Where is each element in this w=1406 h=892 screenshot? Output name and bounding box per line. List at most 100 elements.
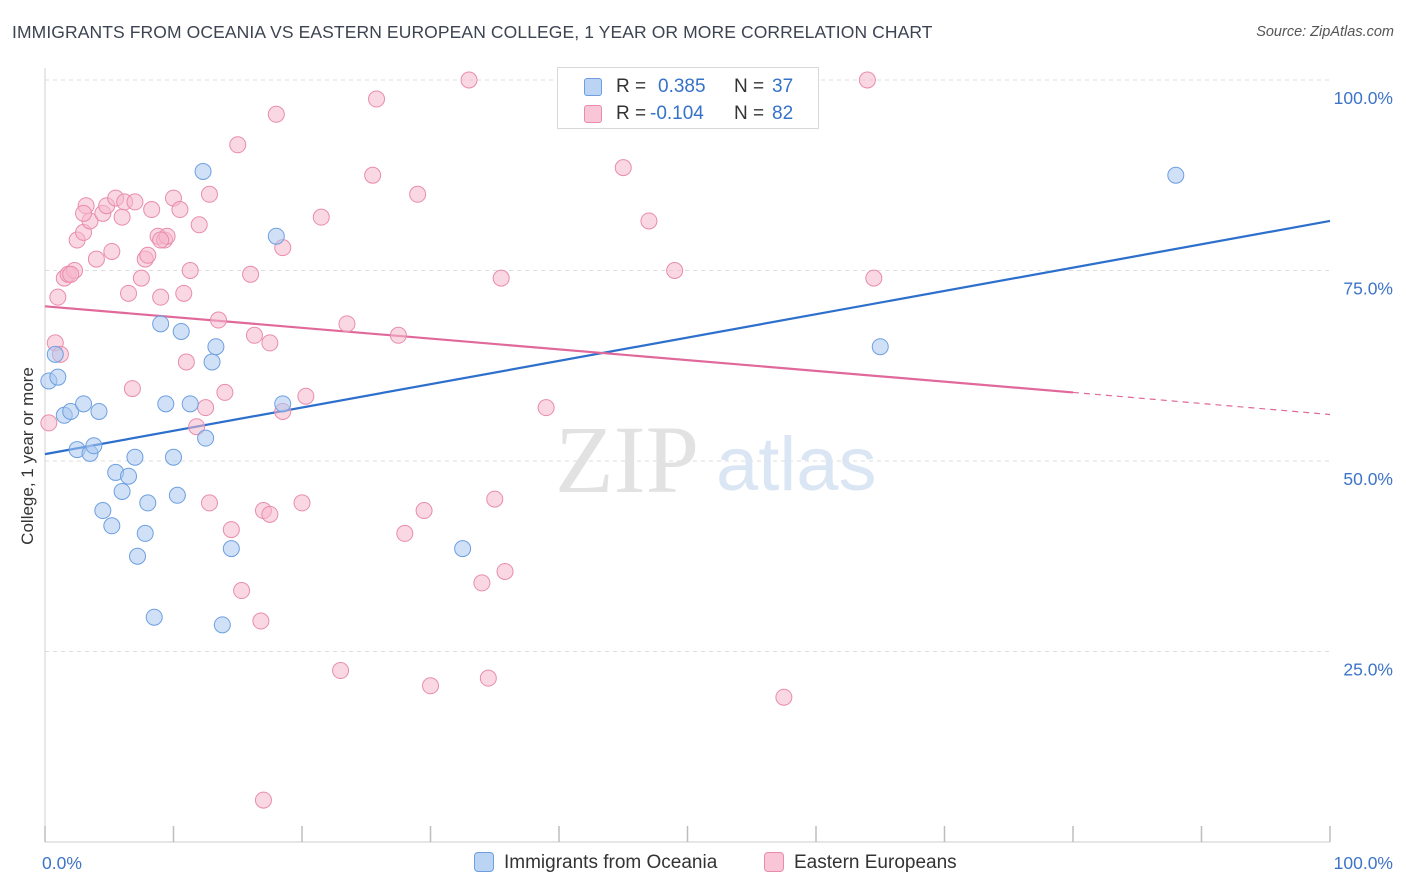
- oceania-point: [168, 486, 186, 504]
- eastern-europeans-point: [126, 193, 144, 211]
- eastern-europeans-point: [312, 208, 330, 226]
- axes: [44, 68, 1331, 843]
- eastern-europeans-point: [152, 288, 170, 306]
- eastern-europeans-point: [640, 212, 658, 230]
- source-label: Source: ZipAtlas.com: [1256, 24, 1394, 40]
- legend-item-eastern-europeans[interactable]: Eastern Europeans: [764, 852, 957, 874]
- oceania-point: [90, 402, 108, 420]
- oceania-point: [172, 322, 190, 340]
- oceania-trend-line: [44, 219, 1331, 456]
- eastern-europeans-point: [492, 269, 510, 287]
- eastern-europeans-point: [103, 242, 121, 260]
- legend-swatch-pink: [764, 852, 784, 872]
- legend-item-label: Eastern Europeans: [794, 852, 957, 873]
- eastern-europeans-point: [254, 791, 272, 809]
- eastern-europeans-point: [775, 688, 793, 706]
- oceania-point: [165, 448, 182, 466]
- eastern-europeans-point: [422, 677, 439, 695]
- x-tick-label: 100.0%: [1334, 853, 1393, 873]
- oceania-point: [85, 437, 103, 455]
- eastern-europeans-point: [190, 216, 208, 234]
- oceania-point: [49, 368, 67, 386]
- legend-r-label: R =: [616, 76, 647, 97]
- eastern-europeans-point: [120, 284, 138, 302]
- oceania-point: [62, 402, 80, 420]
- oceania-point: [222, 540, 240, 558]
- oceania-point: [139, 494, 157, 512]
- oceania-point: [113, 482, 131, 500]
- eastern-europeans-point: [614, 159, 632, 177]
- correlation-legend: R = 0.385 N = 37 R = -0.104 N = 82: [557, 67, 819, 129]
- x-tick-label: 0.0%: [42, 853, 82, 873]
- eastern-europeans-point: [152, 231, 170, 249]
- eastern-europeans-point: [297, 387, 315, 405]
- legend-item-oceania[interactable]: Immigrants from Oceania: [474, 852, 717, 874]
- eastern-europeans-point: [216, 383, 234, 401]
- eastern-europeans-point: [496, 562, 514, 580]
- eastern-europeans-trend-line: [44, 305, 1074, 394]
- grid-lines: [45, 79, 1330, 652]
- eastern-europeans-point: [364, 166, 382, 184]
- eastern-europeans-point: [181, 262, 199, 279]
- eastern-europeans-point: [368, 90, 386, 108]
- eastern-europeans-point: [242, 265, 260, 283]
- legend-r-label: R =: [616, 103, 647, 124]
- eastern-europeans-point: [537, 399, 555, 417]
- eastern-europeans-point: [222, 521, 240, 539]
- eastern-europeans-point: [123, 380, 141, 398]
- oceania-point: [145, 608, 163, 626]
- eastern-europeans-point: [267, 105, 285, 123]
- legend-n-value: 82: [772, 103, 794, 124]
- eastern-europeans-point: [261, 334, 279, 352]
- eastern-europeans-point: [865, 269, 883, 287]
- series-legend: Immigrants from Oceania Eastern European…: [0, 852, 1406, 878]
- legend-n-label: N =: [734, 76, 765, 97]
- oceania-point: [203, 353, 221, 371]
- y-tick-label: 75.0%: [1343, 279, 1393, 299]
- legend-n-label: N =: [734, 103, 765, 124]
- y-tick-label: 25.0%: [1343, 660, 1393, 680]
- eastern-europeans-point: [40, 414, 58, 432]
- eastern-europeans-point: [293, 494, 311, 512]
- oceania-point: [181, 395, 199, 413]
- eastern-europeans-point: [666, 262, 684, 279]
- oceania-point: [129, 547, 147, 565]
- eastern-europeans-point: [261, 505, 279, 523]
- oceania-point: [157, 395, 175, 413]
- oceania-point: [871, 338, 889, 356]
- eastern-europeans-point: [473, 574, 491, 592]
- oceania-point: [1167, 166, 1185, 184]
- legend-n-value: 37: [772, 76, 794, 97]
- legend-r-value: -0.104: [650, 103, 704, 124]
- eastern-europeans-point: [415, 502, 433, 520]
- oceania-point: [94, 502, 112, 520]
- eastern-europeans-point: [479, 669, 497, 687]
- eastern-europeans-point: [75, 204, 93, 222]
- eastern-europeans-point: [209, 311, 227, 329]
- eastern-europeans-point: [233, 582, 251, 600]
- eastern-europeans-point: [87, 250, 105, 268]
- y-tick-label: 50.0%: [1343, 469, 1393, 489]
- oceania-point: [207, 338, 225, 356]
- eastern-europeans-point: [188, 418, 206, 436]
- eastern-europeans-point: [177, 353, 195, 371]
- legend-item-label: Immigrants from Oceania: [504, 852, 718, 873]
- tick-labels: 25.0% 50.0% 75.0% 100.0% 0.0% 100.0%: [42, 88, 1393, 873]
- eastern-europeans-point: [200, 185, 218, 203]
- eastern-europeans-point: [858, 71, 876, 89]
- legend-swatch-blue: [584, 78, 602, 96]
- legend-row-eastern-europeans: R = -0.104 N = 82: [558, 100, 818, 128]
- eastern-europeans-point: [113, 208, 131, 226]
- eastern-europeans-point: [252, 612, 270, 630]
- oceania-point: [194, 162, 212, 180]
- watermark: ZIP atlas: [555, 406, 877, 513]
- eastern-europeans-point: [139, 246, 157, 264]
- eastern-europeans-point: [197, 399, 215, 417]
- oceania-point: [454, 540, 472, 558]
- oceania-point: [46, 345, 64, 363]
- eastern-europeans-point: [396, 524, 414, 542]
- eastern-europeans-point: [229, 136, 247, 154]
- oceania-point: [213, 616, 231, 634]
- eastern-europeans-point: [49, 288, 67, 306]
